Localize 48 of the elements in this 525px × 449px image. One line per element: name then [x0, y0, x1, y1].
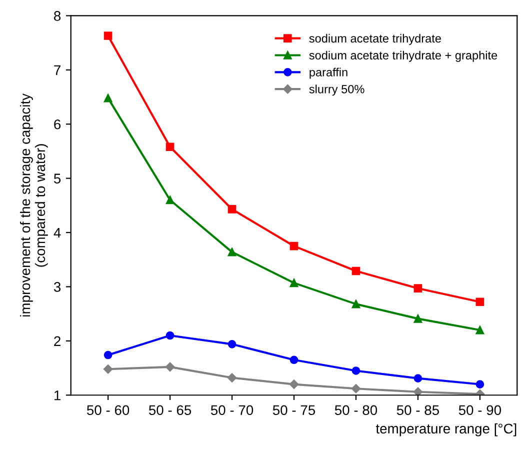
- point: [165, 362, 175, 372]
- legend-label: sodium acetate trihydrate: [309, 34, 441, 45]
- x-tick-label: 50 - 60: [87, 405, 130, 416]
- point: [352, 366, 360, 375]
- x-tick-label: 50 - 90: [458, 405, 502, 416]
- legend-label: slurry 50%: [309, 84, 364, 96]
- x-tick-label: 50 - 85: [396, 405, 439, 416]
- y-tick-label: 3: [54, 282, 61, 292]
- y-tick-label: 6: [54, 119, 61, 130]
- y-tick-label: 8: [54, 11, 61, 21]
- x-tick-label: 50 - 80: [334, 405, 378, 416]
- x-tick-label: 50 - 65: [148, 405, 192, 416]
- y-axis-title: improvement of the storage capacity (compared to water): [20, 93, 48, 316]
- point: [227, 373, 237, 382]
- y-tick-label: 7: [54, 65, 60, 75]
- point: [352, 266, 360, 276]
- point: [228, 205, 236, 214]
- point: [476, 380, 484, 388]
- point: [414, 314, 422, 323]
- point: [104, 350, 112, 360]
- y-tick-label: 5: [54, 174, 61, 184]
- point: [104, 32, 112, 40]
- point: [476, 326, 484, 334]
- point: [476, 298, 484, 306]
- point: [228, 340, 236, 348]
- point: [289, 380, 299, 389]
- point: [104, 94, 112, 102]
- legend-label: sodium acetate trihydrate + graphite: [309, 50, 498, 62]
- point: [290, 278, 298, 288]
- point: [290, 356, 298, 364]
- point: [352, 300, 360, 308]
- point: [228, 248, 236, 256]
- point: [166, 331, 174, 340]
- legend-label: paraffin: [310, 68, 348, 79]
- point: [166, 142, 174, 152]
- point: [414, 374, 422, 382]
- point: [413, 387, 423, 396]
- point: [103, 364, 113, 374]
- x-tick-label: 50 - 75: [272, 405, 316, 416]
- y-tick-label: 1: [54, 390, 60, 400]
- point: [414, 284, 422, 293]
- point: [290, 242, 298, 250]
- point: [351, 384, 361, 394]
- x-axis-title: temperature range [°C]: [376, 423, 516, 436]
- point: [166, 196, 174, 204]
- y-tick-label: 4: [54, 228, 61, 238]
- x-tick-label: 50 - 70: [210, 405, 254, 416]
- y-tick-label: 2: [54, 336, 60, 346]
